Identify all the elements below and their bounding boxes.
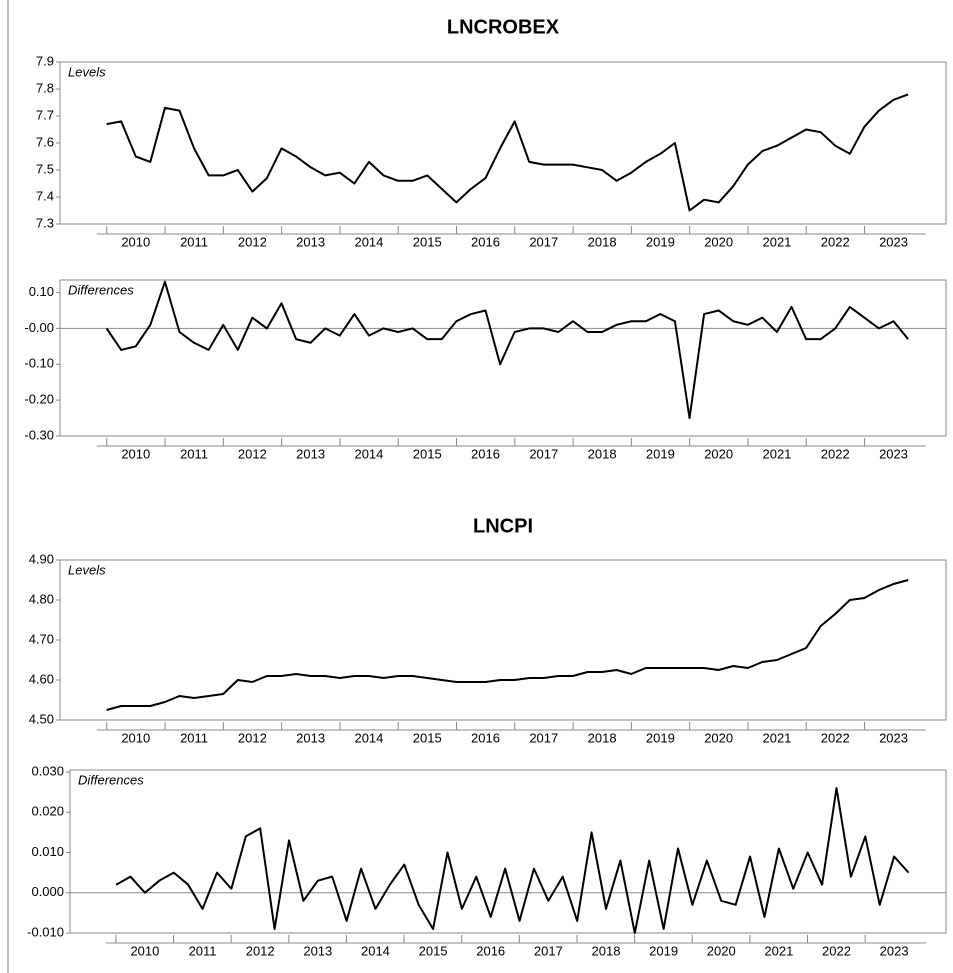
x-tick-label: 2020 — [704, 730, 733, 745]
x-tick-label: 2018 — [588, 446, 617, 461]
x-tick-label: 2013 — [296, 730, 325, 745]
panel-label: Levels — [68, 64, 106, 79]
plot-frame — [69, 769, 947, 934]
x-tick-label: 2021 — [762, 730, 791, 745]
x-tick-label: 2018 — [588, 730, 617, 745]
x-tick-label: 2012 — [238, 234, 267, 249]
x-tick-label: 2019 — [649, 943, 678, 958]
y-tick-label: 0.000 — [31, 884, 64, 899]
y-tick-label: 7.5 — [36, 161, 54, 176]
y-tick-label: -0.00 — [24, 320, 54, 335]
x-tick-label: 2014 — [354, 234, 383, 249]
x-tick-label: 2014 — [354, 446, 383, 461]
y-tick-label: 4.70 — [29, 631, 54, 646]
x-tick-label: 2010 — [121, 730, 150, 745]
x-tick-label: 2017 — [534, 943, 563, 958]
x-tick-label: 2011 — [189, 943, 217, 958]
chart-title: LNCPI — [473, 515, 533, 537]
x-tick-label: 2015 — [413, 446, 442, 461]
x-tick-label: 2021 — [762, 234, 791, 249]
x-tick-label: 2020 — [704, 446, 733, 461]
panel-label: Levels — [68, 562, 106, 577]
x-tick-label: 2022 — [822, 943, 851, 958]
x-tick-label: 2018 — [592, 943, 621, 958]
panel-label: Differences — [78, 772, 144, 787]
y-tick-label: 7.6 — [36, 134, 54, 149]
x-tick-label: 2023 — [879, 446, 908, 461]
y-tick-label: 4.50 — [29, 711, 54, 726]
y-tick-label: 7.4 — [36, 188, 54, 203]
x-tick-label: 2022 — [821, 446, 850, 461]
x-tick-label: 2019 — [646, 446, 675, 461]
y-tick-label: 4.90 — [29, 551, 54, 566]
x-tick-label: 2021 — [762, 446, 791, 461]
y-tick-label: 7.7 — [36, 107, 54, 122]
x-tick-label: 2018 — [588, 234, 617, 249]
x-tick-label: 2011 — [180, 446, 208, 461]
y-tick-label: -0.10 — [24, 356, 54, 371]
x-tick-label: 2021 — [764, 943, 793, 958]
x-tick-label: 2015 — [419, 943, 448, 958]
chart-title: LNCROBEX — [447, 16, 560, 38]
x-tick-label: 2011 — [180, 730, 208, 745]
x-tick-label: 2022 — [821, 234, 850, 249]
x-tick-label: 2014 — [354, 730, 383, 745]
x-tick-label: 2015 — [413, 730, 442, 745]
x-tick-label: 2016 — [471, 234, 500, 249]
x-tick-label: 2013 — [296, 234, 325, 249]
x-tick-label: 2017 — [529, 234, 558, 249]
y-tick-label: 7.9 — [36, 53, 54, 68]
y-tick-label: 0.030 — [31, 763, 64, 778]
x-tick-label: 2013 — [303, 943, 332, 958]
x-tick-label: 2013 — [296, 446, 325, 461]
x-tick-label: 2012 — [238, 446, 267, 461]
x-tick-label: 2020 — [704, 234, 733, 249]
series-line — [106, 93, 909, 212]
x-tick-label: 2016 — [471, 730, 500, 745]
plot-frame — [59, 279, 947, 437]
y-tick-label: -0.010 — [27, 924, 64, 939]
series-line — [115, 787, 910, 934]
x-tick-label: 2016 — [471, 446, 500, 461]
y-tick-label: 0.020 — [31, 804, 64, 819]
y-tick-label: -0.30 — [24, 427, 54, 442]
y-tick-label: 4.80 — [29, 591, 54, 606]
y-tick-label: 7.8 — [36, 80, 54, 95]
x-tick-label: 2010 — [121, 446, 150, 461]
x-tick-label: 2010 — [130, 943, 159, 958]
y-tick-label: -0.20 — [24, 392, 54, 407]
x-tick-label: 2015 — [413, 234, 442, 249]
x-tick-label: 2023 — [879, 730, 908, 745]
x-tick-label: 2017 — [529, 446, 558, 461]
x-tick-label: 2016 — [476, 943, 505, 958]
x-tick-label: 2022 — [821, 730, 850, 745]
y-tick-label: 7.3 — [36, 215, 54, 230]
x-tick-label: 2014 — [361, 943, 390, 958]
y-tick-label: 0.10 — [29, 284, 54, 299]
x-tick-label: 2019 — [646, 730, 675, 745]
x-tick-label: 2010 — [121, 234, 150, 249]
panel-label: Differences — [68, 282, 134, 297]
y-tick-label: 4.60 — [29, 671, 54, 686]
x-tick-label: 2017 — [529, 730, 558, 745]
x-tick-label: 2020 — [707, 943, 736, 958]
x-tick-label: 2012 — [246, 943, 275, 958]
series-line — [105, 280, 909, 420]
x-tick-label: 2023 — [880, 943, 909, 958]
x-tick-label: 2011 — [180, 234, 208, 249]
series-line — [106, 579, 909, 711]
y-tick-label: 0.010 — [31, 844, 64, 859]
x-tick-label: 2019 — [646, 234, 675, 249]
x-tick-label: 2012 — [238, 730, 267, 745]
x-tick-label: 2023 — [879, 234, 908, 249]
